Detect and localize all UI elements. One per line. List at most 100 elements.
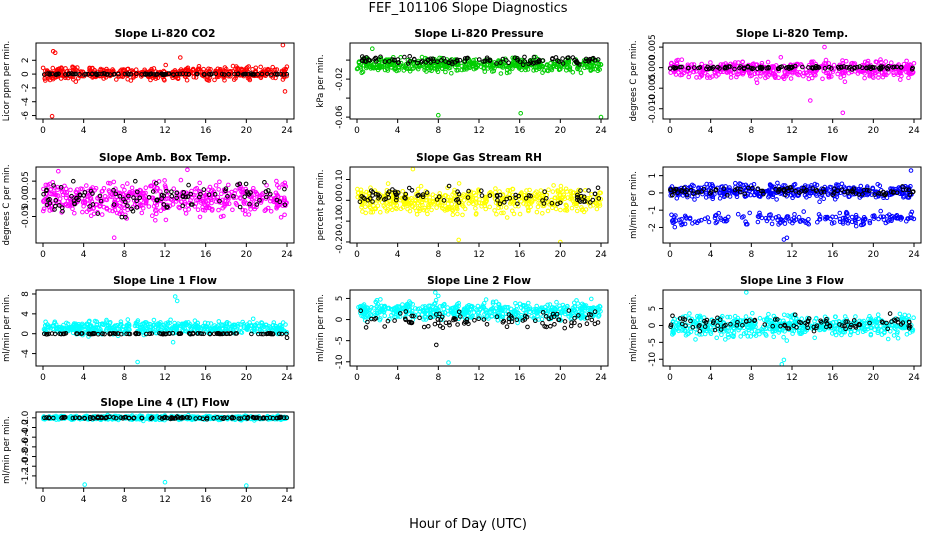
data-point bbox=[100, 188, 105, 194]
y-tick-label: -0.20 bbox=[335, 230, 345, 254]
data-point bbox=[709, 182, 715, 187]
data-point bbox=[885, 219, 891, 224]
data-point bbox=[556, 67, 562, 73]
data-point bbox=[176, 204, 181, 210]
data-point bbox=[206, 66, 211, 72]
data-point bbox=[872, 65, 877, 70]
data-point bbox=[185, 194, 191, 199]
x-tick-label: 12 bbox=[159, 126, 170, 136]
data-point bbox=[239, 330, 245, 335]
data-point bbox=[840, 221, 846, 226]
data-point bbox=[207, 331, 212, 337]
data-point bbox=[700, 191, 705, 197]
data-point bbox=[833, 214, 839, 220]
data-point bbox=[814, 182, 820, 188]
data-point bbox=[679, 57, 685, 63]
data-point bbox=[456, 181, 462, 186]
data-point bbox=[797, 190, 802, 195]
data-point bbox=[61, 322, 66, 328]
data-point bbox=[835, 71, 841, 77]
data-point bbox=[487, 193, 493, 198]
data-point bbox=[41, 208, 46, 214]
data-point bbox=[157, 321, 162, 327]
data-point bbox=[174, 190, 180, 196]
data-point bbox=[459, 63, 465, 69]
data-point bbox=[265, 331, 271, 336]
data-point bbox=[422, 65, 428, 70]
data-point bbox=[233, 324, 238, 330]
data-point bbox=[264, 183, 269, 188]
data-point bbox=[274, 67, 280, 72]
data-point bbox=[420, 194, 426, 199]
data-point bbox=[69, 325, 74, 330]
data-point bbox=[555, 195, 561, 200]
data-point bbox=[137, 195, 142, 201]
data-point bbox=[776, 75, 781, 80]
data-point bbox=[248, 71, 254, 76]
data-point bbox=[560, 307, 566, 312]
data-point bbox=[207, 184, 213, 190]
data-point bbox=[394, 197, 399, 203]
data-point bbox=[427, 198, 433, 203]
data-point bbox=[80, 209, 85, 215]
data-point bbox=[244, 325, 250, 330]
series-1 bbox=[355, 167, 604, 243]
x-tick-label: 8 bbox=[748, 126, 754, 136]
data-point bbox=[690, 221, 695, 226]
x-tick-label: 16 bbox=[200, 373, 212, 383]
data-point bbox=[584, 64, 590, 70]
data-point bbox=[882, 192, 888, 197]
data-point bbox=[263, 189, 269, 194]
data-point bbox=[482, 203, 488, 208]
data-point bbox=[474, 201, 479, 206]
data-point bbox=[845, 190, 851, 195]
data-point bbox=[134, 205, 140, 210]
data-point bbox=[85, 71, 91, 77]
data-point bbox=[443, 193, 449, 198]
data-point bbox=[454, 203, 460, 209]
x-tick-label: 8 bbox=[121, 373, 127, 383]
data-point bbox=[905, 216, 910, 221]
data-point bbox=[182, 326, 188, 332]
data-point bbox=[439, 203, 445, 208]
data-point bbox=[822, 44, 827, 50]
data-point bbox=[801, 209, 807, 214]
data-point bbox=[125, 317, 131, 322]
data-point bbox=[174, 298, 180, 304]
data-point bbox=[598, 61, 603, 67]
data-point bbox=[880, 74, 886, 80]
data-point bbox=[462, 56, 468, 61]
data-point bbox=[192, 318, 198, 324]
data-point bbox=[112, 197, 118, 203]
data-point bbox=[216, 187, 221, 192]
data-point bbox=[367, 58, 373, 63]
data-point bbox=[738, 64, 743, 69]
data-point bbox=[275, 72, 280, 77]
data-point bbox=[493, 186, 498, 191]
data-point bbox=[796, 214, 802, 220]
data-point bbox=[216, 207, 221, 213]
data-point bbox=[104, 317, 109, 323]
data-point bbox=[728, 75, 734, 80]
data-point bbox=[687, 216, 693, 222]
data-point bbox=[747, 210, 753, 216]
data-point bbox=[355, 186, 360, 192]
data-point bbox=[699, 189, 705, 194]
data-point bbox=[841, 64, 847, 69]
x-tick-label: 4 bbox=[81, 250, 87, 260]
data-point bbox=[506, 60, 511, 66]
data-point bbox=[395, 57, 401, 62]
data-point bbox=[736, 60, 741, 65]
data-point bbox=[268, 330, 273, 336]
data-point bbox=[837, 210, 843, 216]
data-point bbox=[775, 180, 780, 186]
data-point bbox=[117, 193, 123, 199]
data-point bbox=[545, 208, 551, 214]
panel-title: Slope Li-820 Pressure bbox=[414, 28, 543, 40]
data-point bbox=[558, 183, 564, 189]
data-point bbox=[59, 205, 65, 210]
data-point bbox=[563, 186, 569, 192]
data-point bbox=[129, 191, 135, 196]
data-point bbox=[673, 213, 678, 218]
